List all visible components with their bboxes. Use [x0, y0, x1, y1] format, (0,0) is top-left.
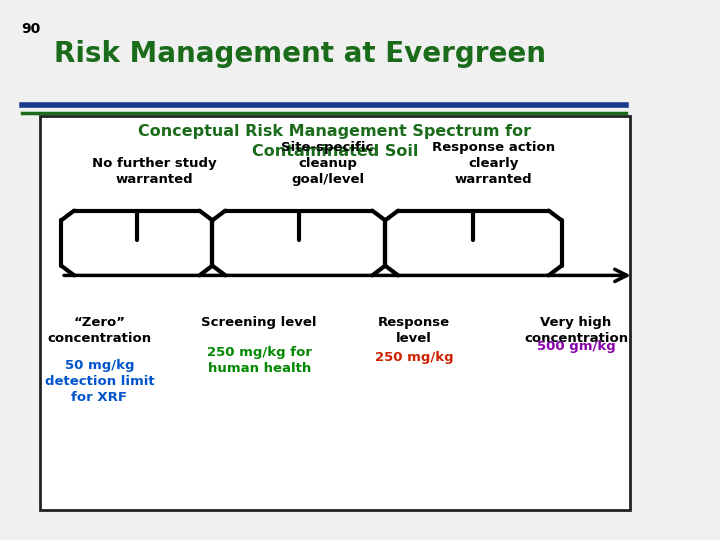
Text: Screening level: Screening level: [202, 316, 317, 329]
Text: 500 gm/kg: 500 gm/kg: [536, 340, 616, 353]
Text: Site-specific
cleanup
goal/level: Site-specific cleanup goal/level: [282, 141, 374, 186]
Text: 250 mg/kg: 250 mg/kg: [374, 351, 454, 364]
Text: Very high
concentration: Very high concentration: [524, 316, 628, 345]
Text: 250 mg/kg for
human health: 250 mg/kg for human health: [207, 346, 312, 375]
Text: Response
level: Response level: [378, 316, 450, 345]
FancyBboxPatch shape: [40, 116, 630, 510]
Text: Response action
clearly
warranted: Response action clearly warranted: [431, 141, 555, 186]
Text: Risk Management at Evergreen: Risk Management at Evergreen: [54, 40, 546, 69]
Text: 90: 90: [22, 22, 41, 36]
Text: No further study
warranted: No further study warranted: [92, 157, 217, 186]
Text: Conceptual Risk Management Spectrum for
Contaminated Soil: Conceptual Risk Management Spectrum for …: [138, 124, 531, 159]
Text: “Zero”
concentration: “Zero” concentration: [48, 316, 151, 345]
Text: 50 mg/kg
detection limit
for XRF: 50 mg/kg detection limit for XRF: [45, 359, 154, 404]
